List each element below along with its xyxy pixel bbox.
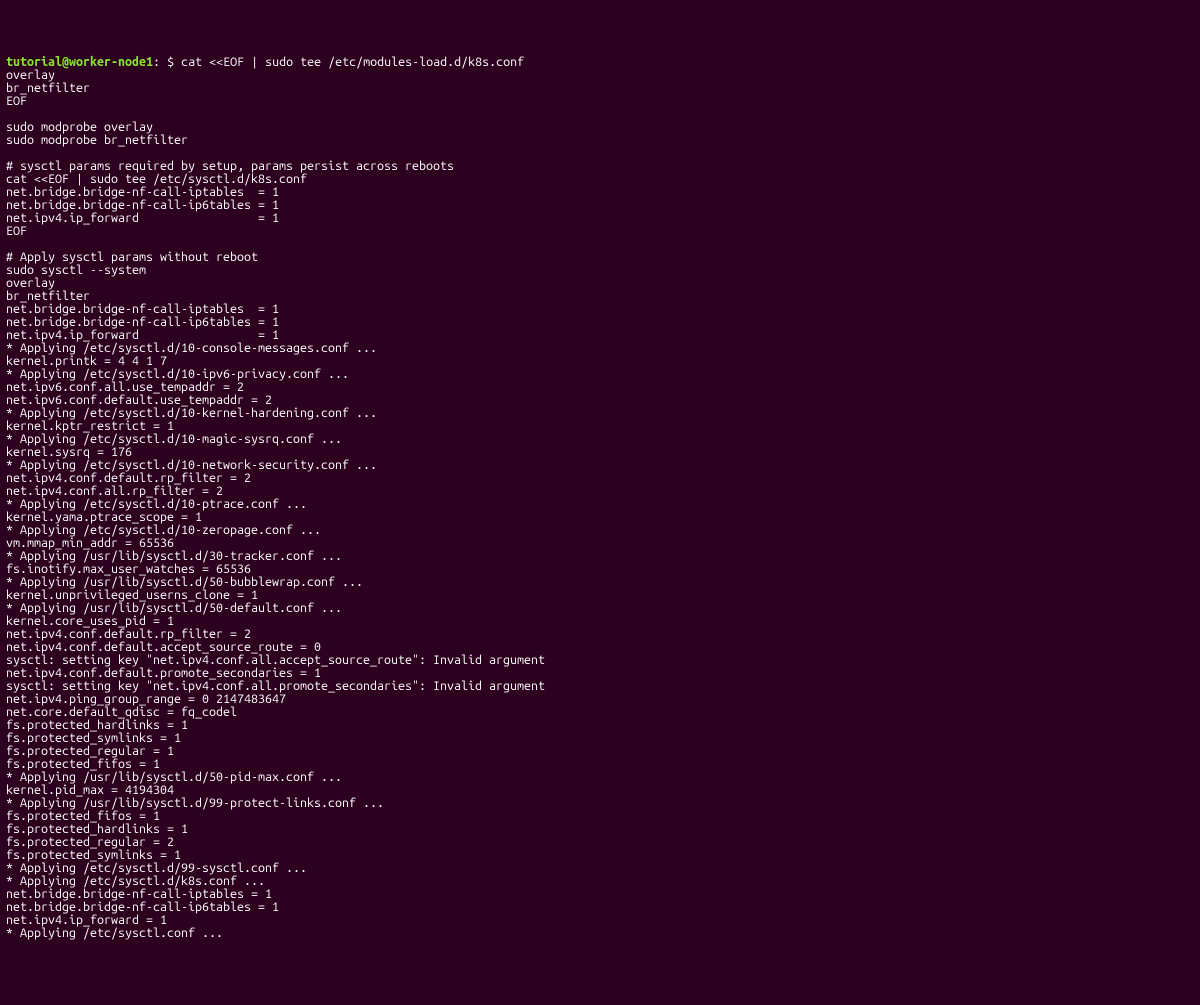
output-line: * Applying /etc/sysctl.d/10-zeropage.con… <box>6 524 1194 537</box>
output-line: overlay <box>6 69 1194 82</box>
prompt-colon: : <box>153 55 160 69</box>
output-line: * Applying /etc/sysctl.d/10-console-mess… <box>6 342 1194 355</box>
output-line: net.bridge.bridge-nf-call-iptables = 1 <box>6 888 1194 901</box>
output-line: * Applying /usr/lib/sysctl.d/99-protect-… <box>6 797 1194 810</box>
output-line: * Applying /usr/lib/sysctl.d/50-pid-max.… <box>6 771 1194 784</box>
output-line: fs.protected_symlinks = 1 <box>6 732 1194 745</box>
terminal-window[interactable]: tutorial@worker-node1: $ cat <<EOF | sud… <box>6 56 1194 940</box>
output-line: * Applying /etc/sysctl.conf ... <box>6 927 1194 940</box>
command-text: cat <<EOF | sudo tee /etc/modules-load.d… <box>181 55 524 69</box>
prompt-host: worker-node1 <box>69 55 153 69</box>
output-line: net.bridge.bridge-nf-call-ip6tables = 1 <box>6 901 1194 914</box>
output-line: * Applying /etc/sysctl.d/10-magic-sysrq.… <box>6 433 1194 446</box>
output-line: br_netfilter <box>6 82 1194 95</box>
output-line: * Applying /usr/lib/sysctl.d/50-default.… <box>6 602 1194 615</box>
output-line <box>6 108 1194 121</box>
output-line: fs.protected_regular = 2 <box>6 836 1194 849</box>
output-line: fs.protected_regular = 1 <box>6 745 1194 758</box>
prompt-at: @ <box>62 55 69 69</box>
output-line: net.ipv4.ip_forward = 1 <box>6 914 1194 927</box>
prompt-user: tutorial <box>6 55 62 69</box>
prompt-dollar: $ <box>167 55 181 69</box>
output-line: * Applying /etc/sysctl.d/10-kernel-harde… <box>6 407 1194 420</box>
output-line: overlay <box>6 277 1194 290</box>
output-line: sudo modprobe br_netfilter <box>6 134 1194 147</box>
prompt-line[interactable]: tutorial@worker-node1: $ cat <<EOF | sud… <box>6 56 1194 69</box>
output-line: fs.protected_hardlinks = 1 <box>6 823 1194 836</box>
output-line: net.ipv4.ip_forward = 1 <box>6 212 1194 225</box>
terminal-output: overlaybr_netfilterEOF sudo modprobe ove… <box>6 69 1194 940</box>
output-line: fs.protected_hardlinks = 1 <box>6 719 1194 732</box>
output-line: EOF <box>6 225 1194 238</box>
output-line: # Apply sysctl params without reboot <box>6 251 1194 264</box>
output-line: EOF <box>6 95 1194 108</box>
output-line: sudo sysctl --system <box>6 264 1194 277</box>
